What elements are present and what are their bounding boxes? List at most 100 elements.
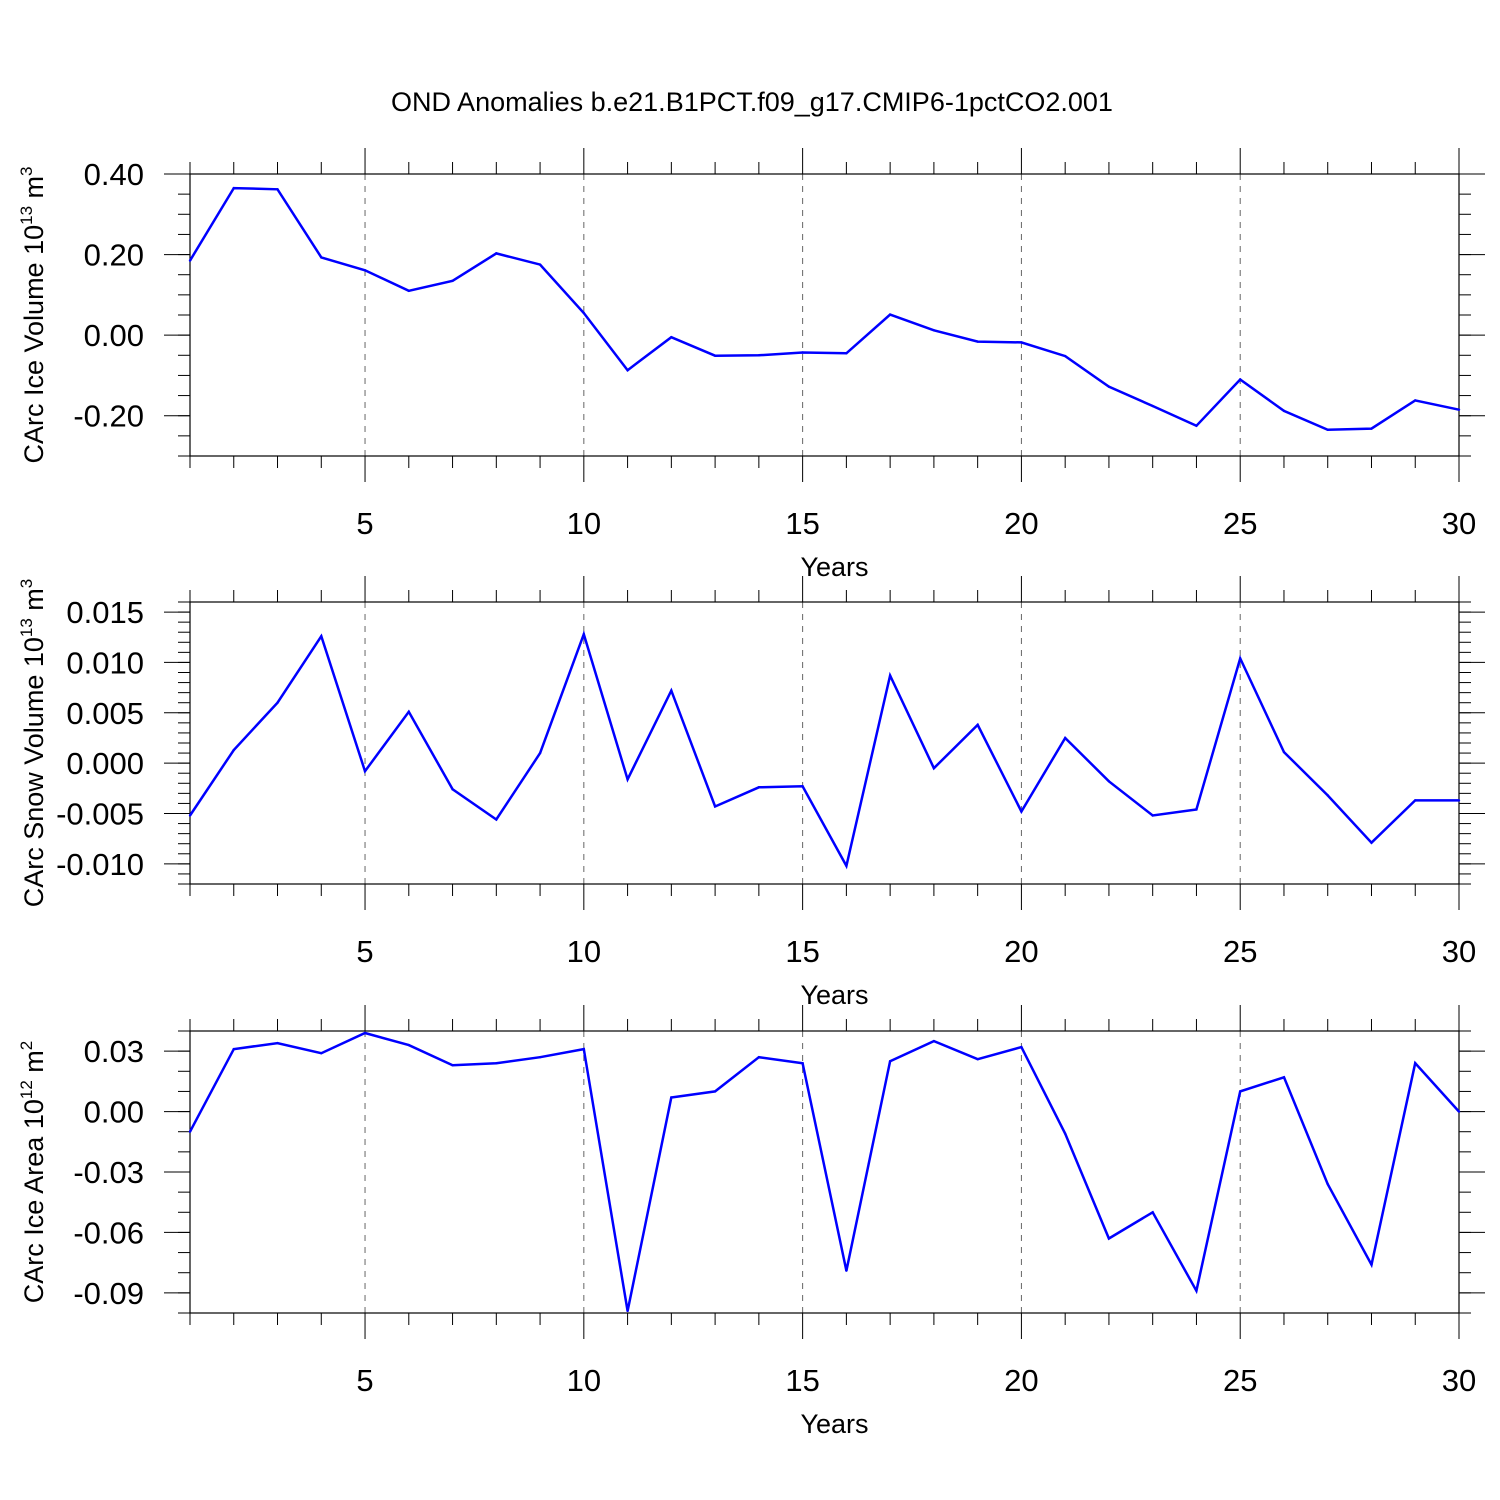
- data-point: [451, 788, 454, 791]
- data-point: [626, 778, 629, 781]
- x-tick-label: 10: [567, 1363, 601, 1398]
- data-point: [495, 1062, 498, 1065]
- data-point: [1326, 794, 1329, 797]
- data-point: [932, 329, 936, 332]
- y-tick-label: -0.03: [73, 1155, 144, 1190]
- data-point: [801, 351, 804, 354]
- x-tick-label: 15: [785, 1363, 819, 1398]
- data-point: [670, 1096, 673, 1099]
- x-tick-label: 25: [1223, 506, 1257, 541]
- data-point: [1414, 799, 1417, 802]
- x-tick-label: 25: [1223, 934, 1257, 969]
- panel-3: 0.03 0.00 -0.03 -0.06 -0.09 5 10 15 20 25 30 Years C…: [17, 1005, 1485, 1439]
- data-point: [845, 352, 848, 355]
- x-axis-label: Years: [800, 1409, 868, 1439]
- data-point: [757, 1055, 761, 1059]
- data-point: [1370, 1263, 1373, 1266]
- data-point: [451, 1064, 454, 1067]
- data-point: [363, 269, 367, 272]
- data-point: [1370, 841, 1373, 844]
- data-point: [888, 674, 892, 677]
- data-point: [495, 818, 498, 821]
- data-point: [1020, 810, 1023, 813]
- data-point: [1107, 1237, 1111, 1240]
- y-tick-label: -0.09: [73, 1276, 144, 1311]
- y-tick-label: 0.03: [84, 1034, 144, 1069]
- data-point: [1457, 408, 1461, 411]
- data-point: [888, 313, 892, 316]
- data-point: [1151, 814, 1154, 817]
- x-tick-label: 10: [567, 506, 601, 541]
- y-tick-label: -0.20: [73, 399, 144, 434]
- data-point: [1239, 657, 1242, 660]
- y-tick-label: 0.20: [84, 238, 144, 273]
- data-point: [1326, 428, 1329, 432]
- chart-title: OND Anomalies b.e21.B1PCT.f09_g17.CMIP6-…: [391, 87, 1113, 117]
- x-tick-label: 20: [1004, 506, 1038, 541]
- data-point: [407, 1043, 410, 1047]
- data-point: [276, 1041, 279, 1045]
- data-series-line: [188, 630, 1459, 870]
- data-point: [845, 864, 848, 868]
- x-tick-label: 30: [1442, 934, 1476, 969]
- x-axis-label: Years: [800, 552, 868, 582]
- data-point: [713, 1090, 717, 1093]
- data-point: [1020, 1045, 1023, 1049]
- data-point: [670, 689, 673, 692]
- y-tick-label: 0.015: [66, 595, 144, 630]
- y-axis-label: CArc Snow Volume 1013 m3: [17, 579, 49, 908]
- y-axis-label: CArc Ice Area 1012 m2: [17, 1041, 49, 1304]
- x-axis-label: Years: [800, 980, 868, 1010]
- data-point: [1282, 409, 1286, 413]
- data-point: [1020, 341, 1023, 344]
- data-series-line: [188, 1031, 1460, 1312]
- y-tick-label: 0.40: [84, 157, 144, 192]
- y-axis-label: CArc Ice Volume 1013 m3: [17, 166, 49, 463]
- y-tick-label: -0.010: [56, 847, 144, 882]
- data-point: [1457, 1110, 1461, 1113]
- data-point: [1107, 780, 1111, 783]
- data-point: [1414, 399, 1417, 402]
- data-point: [1239, 378, 1242, 381]
- data-point: [188, 259, 192, 262]
- data-point: [932, 1039, 936, 1043]
- y-tick-label: 0.00: [84, 1095, 144, 1130]
- data-point: [232, 748, 235, 752]
- data-point: [1282, 750, 1286, 754]
- x-tick-label: 20: [1004, 1363, 1038, 1398]
- data-point: [1063, 736, 1067, 740]
- data-point: [1414, 1062, 1417, 1065]
- data-point: [407, 289, 410, 293]
- data-point: [1195, 808, 1198, 811]
- data-point: [801, 1062, 804, 1065]
- data-point: [1457, 799, 1461, 802]
- data-point: [276, 188, 279, 191]
- y-tick-label: -0.06: [73, 1215, 144, 1250]
- x-tick-label: 25: [1223, 1363, 1257, 1398]
- data-point: [1282, 1076, 1286, 1079]
- y-tick-label: 0.00: [84, 318, 144, 353]
- data-point: [363, 1031, 367, 1035]
- data-point: [713, 805, 717, 808]
- plots-container: 0.40 0.20 0.00 -0.20 5 10 15 20 25 30 Years CArc Ic…: [17, 148, 1485, 1439]
- x-tick-label: 10: [567, 934, 601, 969]
- data-point: [845, 1269, 848, 1272]
- data-point: [320, 1051, 323, 1055]
- x-tick-label: 5: [356, 934, 373, 969]
- data-point: [538, 263, 542, 266]
- data-point: [188, 814, 192, 817]
- data-point: [626, 368, 629, 372]
- data-point: [582, 1047, 586, 1051]
- data-point: [757, 354, 761, 357]
- data-point: [363, 770, 367, 773]
- data-point: [757, 786, 761, 789]
- data-point: [713, 354, 717, 357]
- data-point: [1107, 385, 1111, 388]
- data-point: [538, 751, 542, 755]
- data-point: [888, 1060, 892, 1063]
- data-point: [1195, 1289, 1198, 1293]
- data-point: [932, 766, 936, 770]
- x-tick-label: 30: [1442, 1363, 1476, 1398]
- x-tick-label: 15: [785, 934, 819, 969]
